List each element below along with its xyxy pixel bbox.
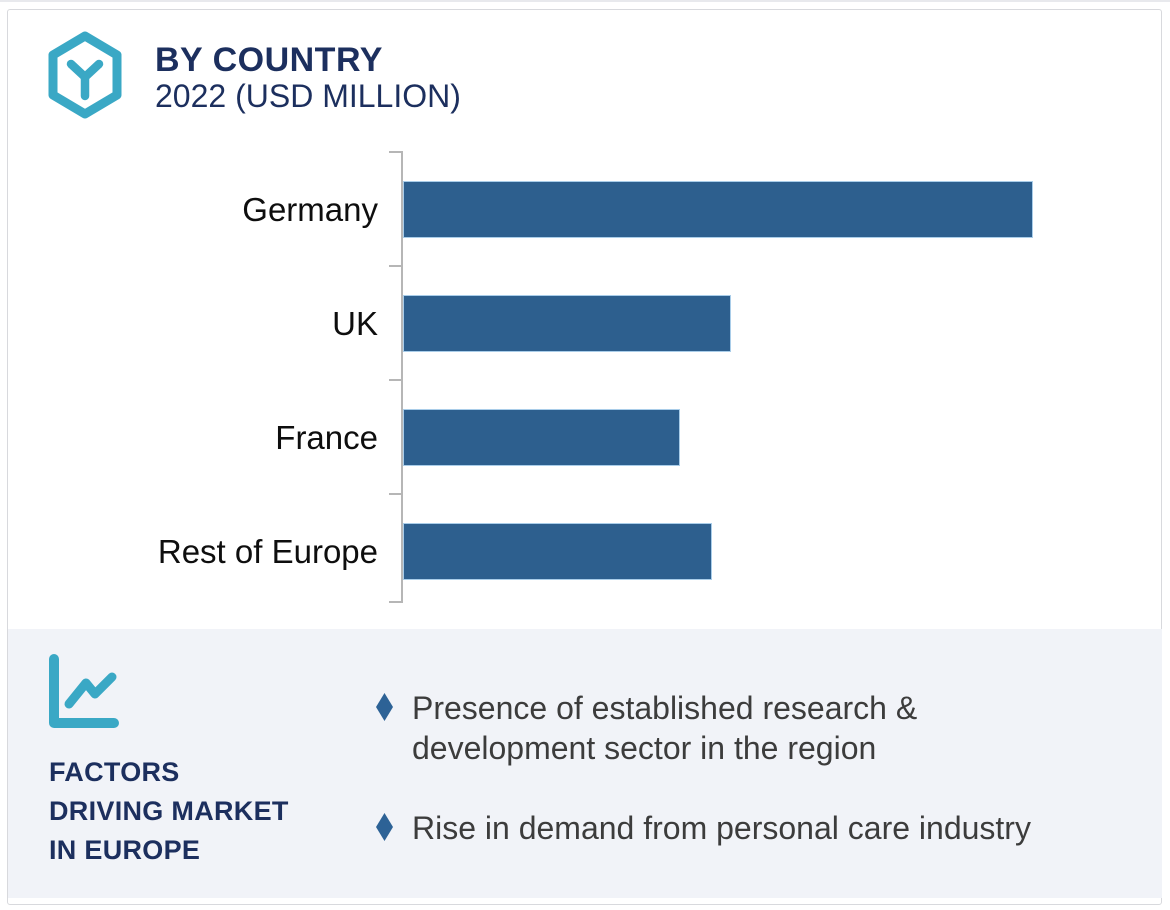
bar-label-france: France	[275, 419, 378, 456]
axis-tick-4	[389, 601, 402, 603]
bar-germany	[403, 181, 1033, 238]
bar-rest-of-europe	[403, 523, 712, 580]
axis-tick-1	[389, 265, 402, 267]
diamond-bullet-icon	[376, 813, 393, 841]
bar-label-rest-of-europe: Rest of Europe	[157, 533, 378, 570]
y-axis-line	[401, 151, 403, 603]
bar-uk	[403, 295, 731, 352]
factors-panel	[8, 629, 1162, 898]
chart-title: BY COUNTRY	[155, 41, 383, 79]
factor-bullet-1: Presence of established research & devel…	[376, 688, 1136, 768]
page-top-edge	[0, 0, 1170, 2]
axis-tick-3	[389, 493, 402, 495]
chart-header: BY COUNTRY 2022 (USD MILLION)	[155, 42, 461, 114]
bar-label-germany: Germany	[242, 191, 378, 228]
diamond-bullet-icon	[376, 693, 393, 721]
factor-bullet-2: Rise in demand from personal care indust…	[376, 808, 1136, 848]
bar-label-uk: UK	[332, 305, 378, 342]
chart-subtitle: 2022 (USD MILLION)	[155, 78, 461, 114]
factors-bullet-list: Presence of established research & devel…	[376, 688, 1136, 848]
line-chart-icon	[49, 654, 119, 728]
axis-tick-0	[389, 151, 402, 153]
factors-heading: FACTORS DRIVING MARKET IN EUROPE	[49, 757, 289, 865]
card-border-frame	[7, 9, 1162, 905]
axis-tick-2	[389, 379, 402, 381]
factor-bullet-text: Rise in demand from personal care indust…	[412, 810, 1031, 846]
bar-france	[403, 409, 680, 466]
hexagon-box-logo-icon	[48, 31, 122, 119]
factor-bullet-text: Presence of established research & devel…	[412, 690, 918, 766]
